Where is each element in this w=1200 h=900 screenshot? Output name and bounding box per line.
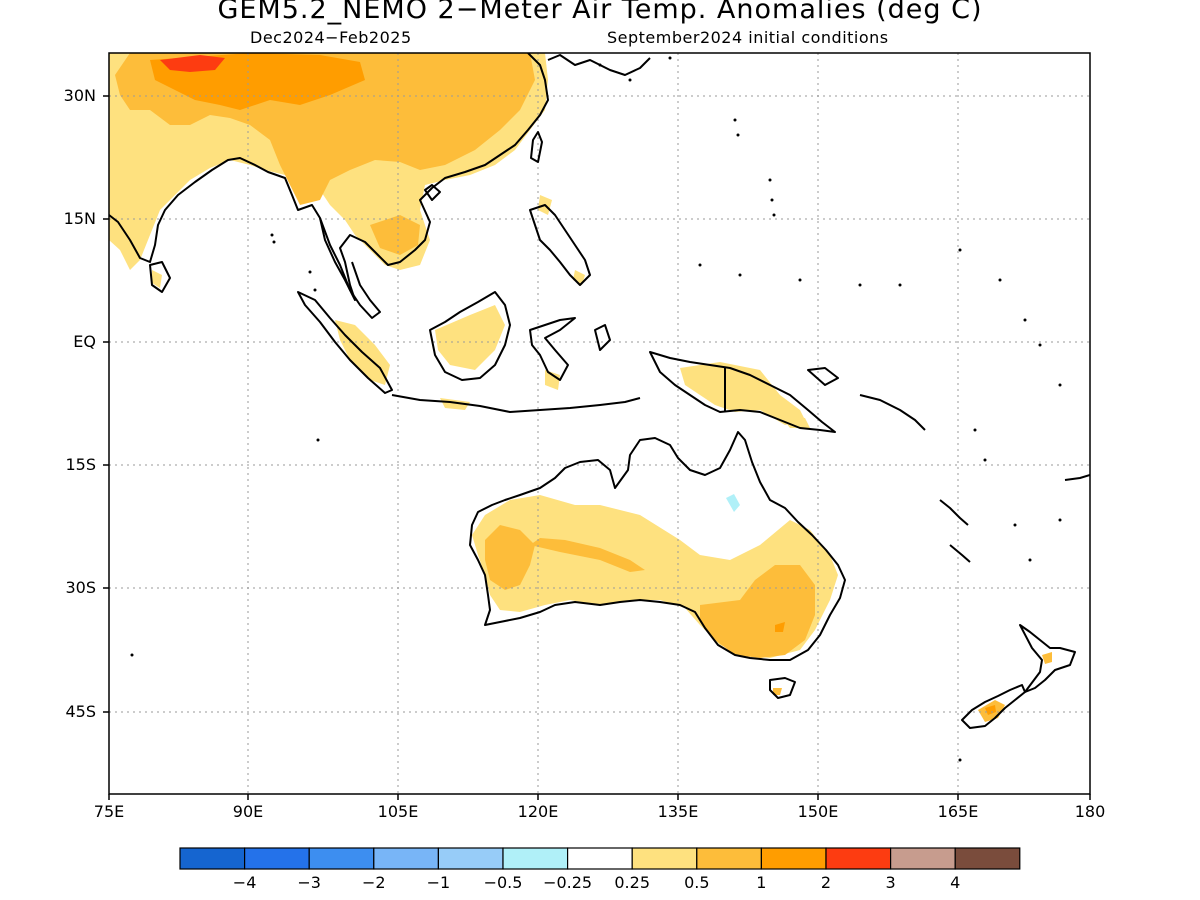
lon-label-105e: 105E xyxy=(377,802,419,821)
colorbar-swatch xyxy=(244,847,310,870)
coast-australia xyxy=(469,431,846,661)
colorbar-swatch xyxy=(502,847,569,870)
anomaly-png-east xyxy=(780,415,810,428)
colorbar-swatch xyxy=(954,847,1021,870)
anomaly-nz-south-hot xyxy=(985,705,996,715)
colorbar-swatch xyxy=(825,847,892,870)
colorbar-label: −2 xyxy=(362,873,386,892)
colorbar-swatch xyxy=(696,847,762,870)
lon-label-165e: 165E xyxy=(937,802,979,821)
colorbar-swatch xyxy=(889,847,956,870)
lon-label-135e: 135E xyxy=(657,802,699,821)
initial-conditions: September2024 initial conditions xyxy=(607,28,889,47)
colorbar-swatch xyxy=(631,847,698,870)
anomaly-new-guinea xyxy=(680,362,805,425)
anomaly-australia-hotspot xyxy=(775,622,785,632)
axis-ticks xyxy=(103,95,1091,800)
anomaly-australia-central-band xyxy=(530,538,645,572)
colorbar-label: −0.5 xyxy=(483,873,523,892)
colorbar-swatch xyxy=(760,847,827,870)
gridlines xyxy=(109,53,1090,794)
colorbar-swatch xyxy=(566,847,633,870)
forecast-period: Dec2024−Feb2025 xyxy=(250,28,412,47)
coast-tasmania xyxy=(769,677,796,699)
anomaly-asia-red xyxy=(160,55,225,72)
colorbar-label: 0.5 xyxy=(684,873,710,892)
coast-hainan xyxy=(424,184,441,201)
anomaly-australia-east-orange xyxy=(700,565,815,658)
lat-label-30n: 30N xyxy=(63,86,96,105)
colorbar-swatch xyxy=(179,847,246,870)
coast-sri-lanka xyxy=(149,261,171,293)
colorbar xyxy=(179,847,1021,870)
coast-java xyxy=(391,394,641,413)
colorbar-label: 4 xyxy=(950,873,961,892)
lat-label-15n: 15N xyxy=(63,209,96,228)
lon-label-90e: 90E xyxy=(232,802,264,821)
lat-label-eq: EQ xyxy=(73,332,96,351)
anomaly-sulawesi xyxy=(545,370,560,390)
coast-fiji xyxy=(1064,474,1090,481)
anomaly-sri-lanka xyxy=(152,270,162,288)
lon-label-180: 180 xyxy=(1074,802,1106,821)
lon-label-120e: 120E xyxy=(517,802,559,821)
anomaly-shading xyxy=(109,53,1052,722)
lat-label-15s: 15S xyxy=(65,455,96,474)
colorbar-label: −1 xyxy=(426,873,451,892)
coast-new-caledonia xyxy=(949,544,971,563)
coast-new-guinea xyxy=(649,351,836,433)
anomaly-queensland-cold xyxy=(726,494,740,512)
anomaly-australia-west-orange xyxy=(485,525,535,590)
map-frame xyxy=(108,52,1091,795)
coast-nz-north xyxy=(1019,624,1076,693)
colorbar-label: −3 xyxy=(297,873,321,892)
lon-label-75e: 75E xyxy=(93,802,125,821)
coast-halmahera xyxy=(594,324,611,351)
anomaly-tasmania xyxy=(773,688,782,695)
islands xyxy=(130,56,1062,762)
coast-new-britain xyxy=(807,367,839,386)
colorbar-label: 2 xyxy=(820,873,832,892)
anomaly-indochina xyxy=(370,215,420,255)
coast-malay-peninsula xyxy=(319,217,381,319)
coast-nz-south xyxy=(961,684,1026,729)
lat-label-45s: 45S xyxy=(65,702,96,721)
colorbar-label: 1 xyxy=(756,873,767,892)
coast-vanuatu xyxy=(939,499,969,526)
anomaly-borneo xyxy=(435,305,505,370)
coast-borneo xyxy=(429,291,511,381)
coast-philippines xyxy=(529,204,591,286)
anomaly-nz-north xyxy=(1042,652,1052,664)
map-title: GEM5.2_NEMO 2−Meter Air Temp. Anomalies … xyxy=(217,0,983,25)
lon-label-150e: 150E xyxy=(797,802,839,821)
coastlines xyxy=(109,53,1090,729)
colorbar-swatch xyxy=(373,847,439,870)
coast-taiwan xyxy=(530,131,543,163)
colorbar-swatch xyxy=(308,847,375,870)
colorbar-swatch xyxy=(437,847,504,870)
colorbar-label: 0.25 xyxy=(614,873,650,892)
colorbar-label: −4 xyxy=(232,873,257,892)
coast-sulawesi xyxy=(529,317,576,381)
colorbar-label: −0.25 xyxy=(543,873,593,892)
lat-label-30s: 30S xyxy=(65,578,96,597)
coast-solomons xyxy=(859,394,926,431)
coast-sumatra xyxy=(297,291,393,394)
colorbar-label: 3 xyxy=(885,873,896,892)
